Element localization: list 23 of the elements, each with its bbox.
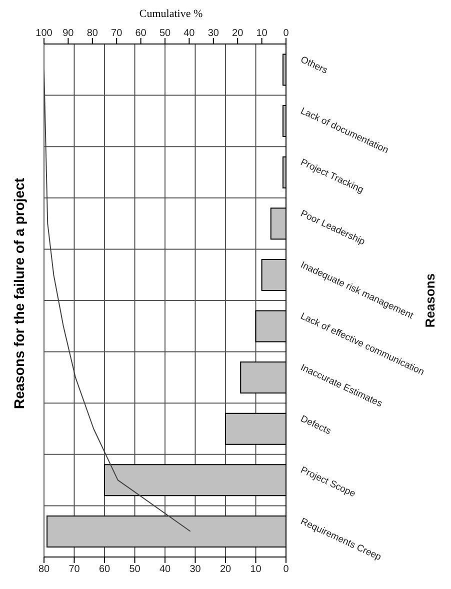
x2-tick-label: 0 xyxy=(283,28,290,39)
x-tick-label: 10 xyxy=(250,564,262,576)
x2-tick-label: 40 xyxy=(184,28,196,39)
x-tick-label: 0 xyxy=(283,564,290,576)
x2-tick-label: 20 xyxy=(232,28,244,39)
x-tick-label: 30 xyxy=(190,564,202,576)
x2-tick-label: 50 xyxy=(159,28,171,39)
x-tick-label: 60 xyxy=(98,564,110,576)
x-tick-label: 70 xyxy=(68,564,80,576)
y-axis-title: Reasons xyxy=(422,273,438,328)
text: Reasons for the failure of a project xyxy=(10,176,28,412)
x-tick-label: 40 xyxy=(159,564,171,576)
x-tick-label: 80 xyxy=(38,564,50,576)
x2-tick-label: 10 xyxy=(256,28,268,39)
x-tick-label: 20 xyxy=(220,564,232,576)
x2-tick-label: 80 xyxy=(86,28,98,39)
x2-axis-title: Cumulative % xyxy=(138,8,204,20)
x2-tick-label: 30 xyxy=(208,28,220,39)
x2-tick-label: 100 xyxy=(36,28,53,39)
x-tick-label: 50 xyxy=(129,564,141,576)
x2-tick-label: 60 xyxy=(135,28,147,39)
x2-tick-label: 70 xyxy=(111,28,123,39)
x2-tick-label: 90 xyxy=(62,28,74,39)
